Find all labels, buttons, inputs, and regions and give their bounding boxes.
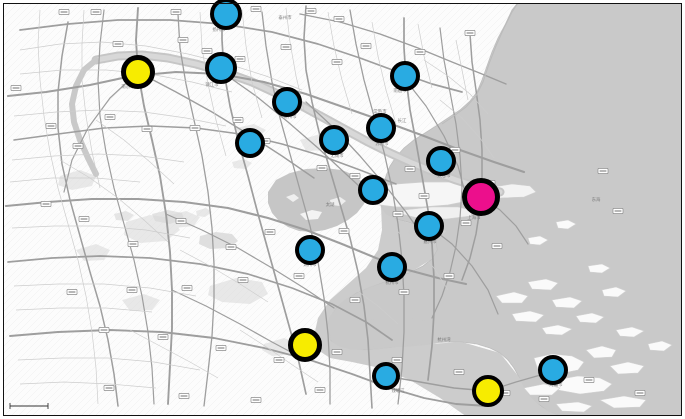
city-marker-m15[interactable]: [288, 328, 322, 362]
city-marker-m11[interactable]: [462, 178, 500, 216]
place-label: 东海: [592, 196, 601, 203]
city-marker-m08[interactable]: [319, 125, 349, 155]
scalebar: [9, 403, 49, 409]
place-label: 太湖: [326, 201, 335, 208]
place-label: 泰州市: [278, 14, 292, 21]
city-marker-m17[interactable]: [472, 375, 504, 407]
city-marker-m09[interactable]: [426, 146, 456, 176]
city-marker-m03[interactable]: [205, 52, 237, 84]
city-marker-m04[interactable]: [390, 61, 420, 91]
city-marker-m02[interactable]: [121, 55, 155, 89]
city-marker-m05[interactable]: [272, 87, 302, 117]
taihu-lake: [268, 168, 367, 232]
city-marker-m10[interactable]: [358, 175, 388, 205]
road-shield-layer: [10, 6, 646, 403]
city-marker-m16[interactable]: [372, 362, 400, 390]
place-label: 杭州湾: [437, 336, 451, 343]
place-label: 镇江市: [205, 81, 219, 88]
place-label: 上海市: [467, 214, 481, 221]
city-marker-m18[interactable]: [538, 355, 568, 385]
city-marker-m13[interactable]: [295, 235, 325, 265]
sea-polygon: [327, 4, 681, 415]
place-label: 无锡市: [330, 152, 344, 159]
city-marker-m12[interactable]: [414, 211, 444, 241]
minor-roads: [9, 7, 495, 405]
city-marker-m14[interactable]: [377, 252, 407, 282]
city-marker-m06[interactable]: [366, 113, 396, 143]
place-label: 钱塘江: [391, 387, 405, 394]
place-label: 长江: [398, 117, 407, 124]
place-label: 苏州市: [375, 140, 389, 147]
place-label: 杭州市: [385, 279, 399, 286]
place-label: 常熟市: [373, 108, 387, 115]
city-marker-m07[interactable]: [235, 128, 265, 158]
city-marker-m01[interactable]: [210, 0, 242, 30]
place-label: 嘉兴市: [423, 238, 437, 245]
place-label: 扬州市: [212, 26, 226, 33]
